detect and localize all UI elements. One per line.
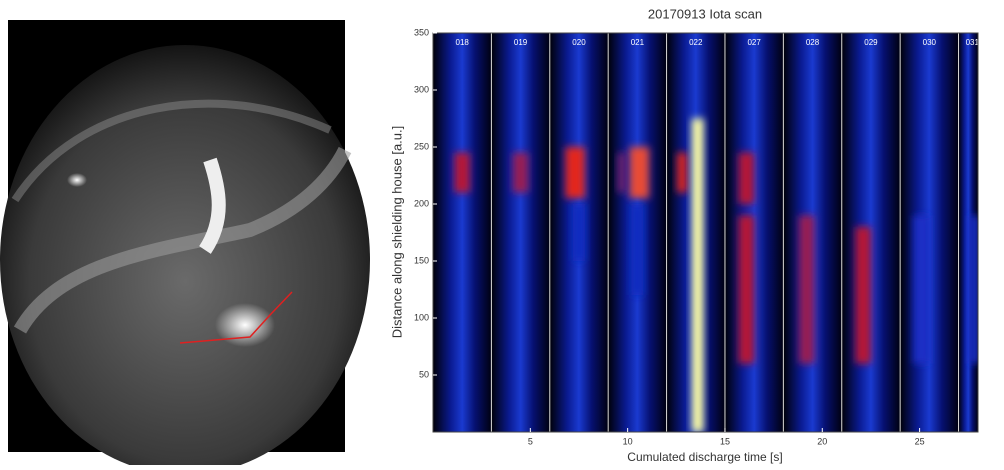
emission-spot (969, 215, 978, 364)
panel-label: 028 (806, 38, 820, 47)
emission-spot (913, 215, 930, 364)
panel-label: 021 (631, 38, 645, 47)
panel-background (433, 33, 492, 432)
x-tick-label: 10 (623, 436, 633, 446)
emission-spot (454, 152, 470, 193)
emission-spot (512, 152, 529, 193)
panel-label: 027 (747, 38, 761, 47)
x-tick-label: 25 (915, 436, 925, 446)
camera-image (0, 20, 370, 470)
x-tick-label: 20 (817, 436, 827, 446)
emission-spot (798, 215, 815, 364)
x-axis-label: Cumulated discharge time [s] (627, 450, 782, 464)
y-tick-label: 300 (414, 84, 429, 94)
y-tick-label: 350 (414, 27, 429, 37)
y-tick-label: 100 (414, 312, 429, 322)
plot-frame (432, 32, 979, 433)
y-axis-label: Distance along shielding house [a.u.] (389, 126, 404, 338)
panel-label: 022 (689, 38, 703, 47)
panel-label: 019 (514, 38, 528, 47)
emission-spot (631, 204, 644, 296)
emission-spot (629, 147, 650, 199)
chart-title: 20170913 Iota scan (648, 6, 762, 21)
emission-spot (738, 152, 755, 204)
heatmap-area: 018 019 020 021 022 027 028 029 030 031 (433, 33, 980, 432)
emission-spot (617, 152, 626, 193)
panel-label: 029 (864, 38, 878, 47)
x-tick-label: 5 (528, 436, 533, 446)
emission-spot (691, 118, 704, 432)
panel-background (724, 33, 784, 432)
panel-background (491, 33, 550, 432)
emission-spot (565, 147, 585, 199)
y-tick-label: 250 (414, 141, 429, 151)
emission-spot (677, 152, 688, 193)
y-tick-label: 150 (414, 255, 429, 265)
y-tick-label: 50 (419, 369, 429, 379)
emission-spot (738, 215, 755, 364)
panel-background (900, 33, 959, 432)
x-tick-label: 15 (720, 436, 730, 446)
panel-label: 030 (923, 38, 937, 47)
panel-label: 020 (572, 38, 586, 47)
emission-spot (573, 204, 585, 261)
emission-spot (855, 226, 871, 364)
y-tick-label: 200 (414, 198, 429, 208)
panel-label: 018 (456, 38, 470, 47)
panel-label: 031 (966, 38, 980, 47)
